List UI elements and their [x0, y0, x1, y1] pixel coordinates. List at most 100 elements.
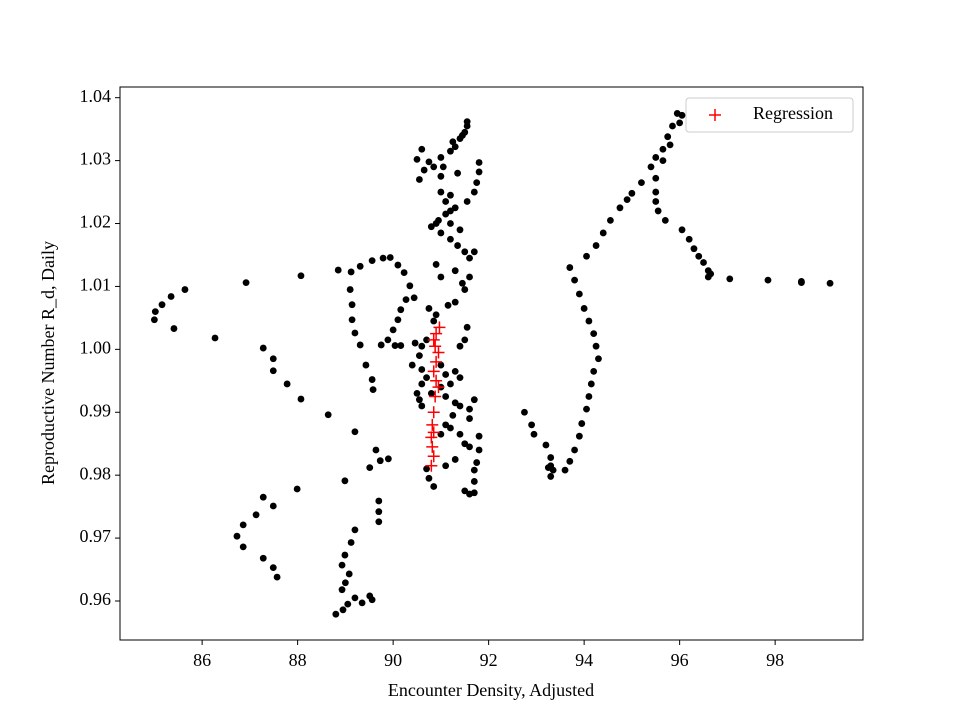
point [181, 286, 189, 293]
plus-marker [427, 365, 440, 378]
point [233, 532, 241, 540]
point [273, 573, 281, 581]
point [583, 405, 590, 413]
point [427, 389, 435, 397]
point [461, 336, 469, 344]
point [283, 380, 291, 388]
point [375, 518, 383, 526]
point [571, 276, 578, 284]
point [351, 594, 359, 602]
point [427, 223, 435, 231]
point [447, 220, 454, 227]
y-tick-label: 1.02 [80, 212, 112, 232]
point [475, 159, 483, 166]
point [458, 279, 466, 287]
point [466, 273, 473, 281]
point [571, 446, 578, 454]
point [397, 342, 405, 349]
point [368, 376, 376, 383]
point [590, 330, 598, 338]
point [652, 154, 660, 161]
point [466, 443, 473, 451]
point [463, 122, 471, 130]
x-tick-label: 98 [766, 650, 784, 670]
point [442, 393, 450, 400]
point [473, 179, 481, 187]
point [437, 188, 445, 196]
point [338, 586, 346, 594]
point [348, 301, 356, 309]
point [411, 339, 419, 347]
point [456, 342, 464, 350]
point [592, 342, 600, 350]
point [666, 141, 674, 149]
y-tick-label: 0.98 [80, 463, 112, 483]
point [652, 174, 660, 182]
point [151, 308, 159, 315]
point [167, 293, 175, 300]
point [346, 286, 354, 293]
plus-marker [427, 426, 440, 439]
point [430, 163, 438, 171]
point [348, 316, 356, 324]
point [583, 252, 590, 260]
plus-marker [425, 459, 438, 472]
point [685, 235, 693, 243]
point [451, 267, 459, 275]
y-tick-label: 0.97 [80, 526, 112, 546]
point [324, 411, 332, 419]
x-tick-label: 90 [384, 650, 402, 670]
point [826, 279, 834, 287]
point [437, 361, 445, 369]
point [366, 464, 374, 472]
point [678, 226, 686, 234]
point [413, 155, 421, 163]
point [590, 367, 598, 375]
plus-marker [429, 340, 442, 353]
series [150, 110, 834, 618]
x-tick-label: 94 [575, 650, 593, 670]
y-tick-label: 1.01 [80, 275, 112, 295]
point [470, 248, 478, 256]
point [592, 242, 600, 249]
point [451, 367, 459, 375]
y-tick-label: 1.04 [80, 86, 112, 106]
point [437, 154, 445, 161]
point [442, 462, 450, 470]
point [470, 478, 478, 485]
point [578, 420, 586, 427]
point [470, 466, 478, 474]
point [384, 336, 392, 344]
point [652, 198, 660, 205]
point [410, 294, 418, 302]
point [418, 145, 426, 153]
point [394, 261, 402, 269]
point [239, 521, 247, 529]
point [566, 264, 574, 271]
point [259, 554, 267, 562]
point [344, 600, 352, 608]
x-tick-label: 88 [289, 650, 307, 670]
point [704, 273, 712, 281]
y-tick-label: 0.99 [80, 400, 112, 420]
point [347, 539, 355, 546]
point [580, 305, 588, 312]
plot-frame [119, 86, 864, 641]
point [423, 465, 430, 473]
point [297, 395, 305, 403]
point [332, 610, 340, 618]
point [454, 242, 461, 249]
point [463, 198, 471, 205]
y-tick-label: 1.03 [80, 149, 112, 169]
point [475, 168, 483, 176]
point [456, 226, 464, 234]
point [408, 361, 416, 369]
point [451, 143, 459, 151]
plus-marker [709, 109, 721, 121]
point [798, 279, 805, 287]
point [334, 266, 342, 274]
point [242, 279, 250, 287]
point [418, 402, 426, 410]
